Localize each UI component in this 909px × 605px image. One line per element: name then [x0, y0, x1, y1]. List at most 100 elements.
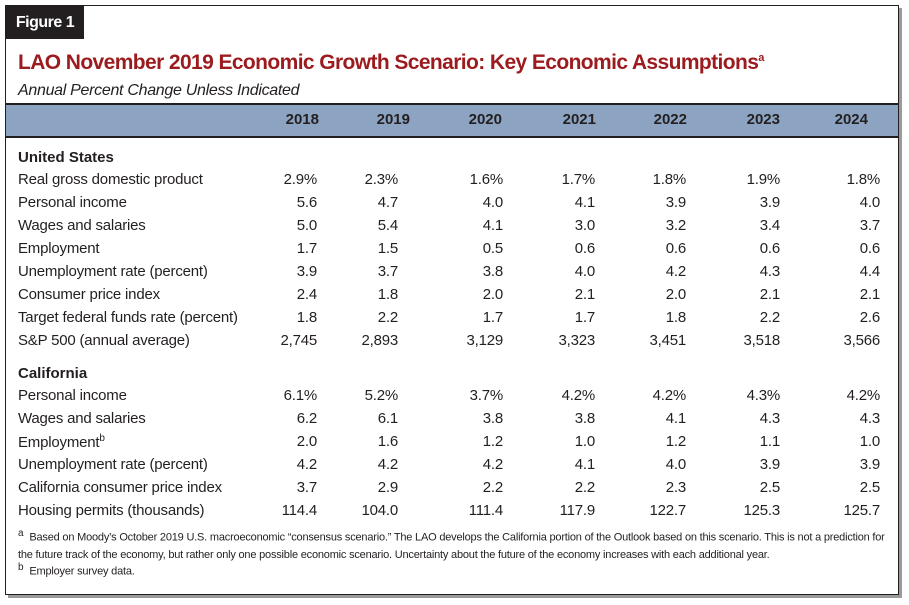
cell-value: 4.1 — [574, 194, 595, 211]
cell-value: 2.9 — [377, 479, 398, 496]
cell-value: 4.3 — [859, 410, 880, 427]
cell-value: 1.8 — [665, 309, 686, 326]
cell-value: 1.9% — [746, 171, 781, 188]
row-label-text: Housing permits (thousands) — [18, 502, 205, 519]
table-row: Employment 1.7 1.5 0.5 0.6 0.6 0.6 0.6 — [6, 240, 898, 262]
cell-value: 2.9% — [283, 171, 318, 188]
row-label-text: Real gross domestic product — [18, 171, 203, 188]
cell-value: 1.8 — [296, 309, 317, 326]
cell-value: 5.0 — [296, 217, 317, 234]
cell-value: 3.9 — [759, 194, 780, 211]
year-header: 2022 — [653, 111, 687, 128]
year-header: 2018 — [285, 111, 319, 128]
cell-value: 1.0 — [574, 433, 595, 450]
cell-value: 104.0 — [361, 502, 398, 519]
cell-value: 1.2 — [482, 433, 503, 450]
cell-value: 4.2% — [652, 387, 687, 404]
row-label-text: Wages and salaries — [18, 410, 146, 427]
cell-value: 4.2 — [377, 456, 398, 473]
cell-value: 4.2 — [482, 456, 503, 473]
cell-value: 125.7 — [843, 502, 880, 519]
cell-value: 4.0 — [665, 456, 686, 473]
row-label: Unemployment rate (percent) — [18, 456, 208, 473]
row-label: Wages and salaries — [18, 217, 146, 234]
year-header: 2020 — [468, 111, 502, 128]
table-row: Personal income 5.6 4.7 4.0 4.1 3.9 3.9 4.0 — [6, 194, 898, 216]
table-row: Employmentb 2.0 1.6 1.2 1.0 1.2 1.1 1.0 — [6, 433, 898, 455]
row-label-text: Consumer price index — [18, 286, 160, 303]
row-label-text: Unemployment rate (percent) — [18, 263, 208, 280]
footnote-text: Employer survey data. — [29, 565, 135, 578]
cell-value: 117.9 — [559, 502, 596, 519]
cell-value: 5.4 — [377, 217, 398, 234]
cell-value: 0.6 — [759, 240, 780, 257]
cell-value: 3.8 — [482, 263, 503, 280]
row-label: Consumer price index — [18, 286, 160, 303]
cell-value: 2.0 — [665, 286, 686, 303]
cell-value: 2.2 — [482, 479, 503, 496]
cell-value: 111.4 — [468, 502, 504, 519]
row-label-text: Personal income — [18, 387, 127, 404]
cell-value: 6.2 — [296, 410, 317, 427]
table-header: 2018 2019 2020 2021 2022 2023 2024 — [6, 103, 898, 138]
footnote-mark: b — [18, 562, 24, 573]
cell-value: 1.7 — [296, 240, 317, 257]
table-row: Wages and salaries 5.0 5.4 4.1 3.0 3.2 3.4 3.7 — [6, 217, 898, 239]
cell-value: 122.7 — [649, 502, 686, 519]
cell-value: 4.1 — [482, 217, 503, 234]
cell-value: 3.9 — [296, 263, 317, 280]
figure-subtitle: Annual Percent Change Unless Indicated — [18, 82, 300, 99]
table-row: Wages and salaries 6.2 6.1 3.8 3.8 4.1 4.3 4.3 — [6, 410, 898, 432]
cell-value: 1.8% — [846, 171, 881, 188]
table-row: Housing permits (thousands) 114.4 104.0 111… — [6, 502, 898, 524]
cell-value: 2.3 — [665, 479, 686, 496]
cell-value: 4.0 — [574, 263, 595, 280]
row-label: Personal income — [18, 194, 127, 211]
cell-value: 3.7 — [296, 479, 317, 496]
cell-value: 3.9 — [759, 456, 780, 473]
cell-value: 4.2% — [846, 387, 881, 404]
table-row: California consumer price index 3.7 2.9 2.2… — [6, 479, 898, 501]
cell-value: 114.4 — [281, 502, 318, 519]
row-label: Real gross domestic product — [18, 171, 203, 188]
cell-value: 3.4 — [759, 217, 780, 234]
cell-value: 2.1 — [574, 286, 595, 303]
row-label: Target federal funds rate (percent) — [18, 309, 238, 326]
cell-value: 2.1 — [859, 286, 880, 303]
row-label: California consumer price index — [18, 479, 222, 496]
cell-value: 0.6 — [665, 240, 686, 257]
cell-value: 1.0 — [859, 433, 880, 450]
cell-value: 3,323 — [558, 332, 595, 349]
cell-value: 1.8 — [377, 286, 398, 303]
title-footnote-mark: a — [758, 52, 764, 64]
cell-value: 3,566 — [843, 332, 880, 349]
cell-value: 0.5 — [482, 240, 503, 257]
row-label-text: Employment — [18, 434, 100, 451]
cell-value: 5.6 — [296, 194, 317, 211]
cell-value: 2.0 — [296, 433, 317, 450]
cell-value: 1.8% — [652, 171, 687, 188]
cell-value: 6.1% — [283, 387, 318, 404]
cell-value: 2.5 — [859, 479, 880, 496]
row-label-text: Wages and salaries — [18, 217, 146, 234]
table-row: S&P 500 (annual average) 2,745 2,893 3,129 3… — [6, 332, 898, 354]
row-label: Personal income — [18, 387, 127, 404]
row-label: Employment — [18, 240, 100, 257]
cell-value: 3,129 — [466, 332, 503, 349]
footnote-mark: b — [99, 433, 105, 444]
cell-value: 4.4 — [859, 263, 880, 280]
cell-value: 4.1 — [574, 456, 595, 473]
cell-value: 3.8 — [482, 410, 503, 427]
row-label-text: S&P 500 (annual average) — [18, 332, 190, 349]
row-label: Housing permits (thousands) — [18, 502, 205, 519]
cell-value: 4.3 — [759, 263, 780, 280]
footnote: b Employer survey data. — [18, 559, 893, 581]
cell-value: 3.8 — [574, 410, 595, 427]
cell-value: 0.6 — [859, 240, 880, 257]
year-header: 2023 — [746, 111, 780, 128]
cell-value: 4.2 — [296, 456, 317, 473]
figure-frame: Figure 1 LAO November 2019 Economic Grow… — [5, 5, 899, 595]
cell-value: 0.6 — [574, 240, 595, 257]
row-label-text: Employment — [18, 240, 100, 257]
cell-value: 3.2 — [665, 217, 686, 234]
